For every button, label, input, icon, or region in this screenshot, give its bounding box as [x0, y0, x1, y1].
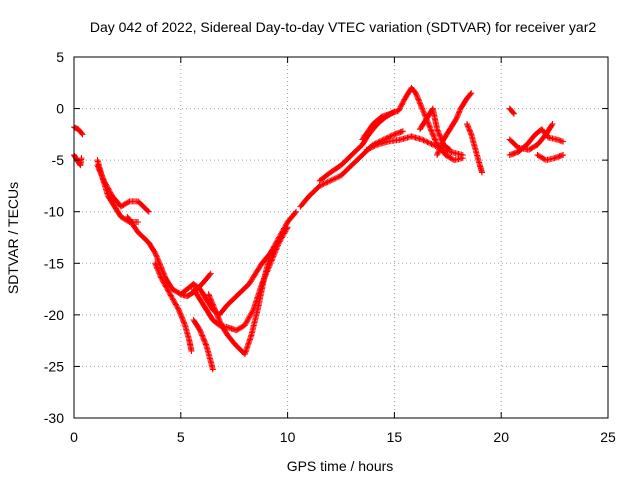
data-point-markers [506, 105, 517, 117]
x-tick-label: 0 [70, 429, 78, 445]
plot-frame [73, 56, 609, 419]
y-axis-title: SDTVAR / TECUs [5, 182, 21, 294]
data-series [506, 105, 517, 117]
data-series [152, 260, 195, 354]
x-axis-title: GPS time / hours [287, 458, 394, 474]
data-series [363, 133, 466, 158]
data-point-markers [94, 162, 152, 215]
data-series [506, 126, 567, 158]
x-tick-label: 15 [387, 429, 403, 445]
data-point-markers [534, 152, 567, 164]
data-point-markers [152, 260, 195, 354]
x-tick-label: 20 [493, 429, 509, 445]
data-point-markers [205, 208, 300, 358]
data-point-markers [464, 121, 485, 176]
data-point-markers [506, 126, 567, 158]
y-tick-label: -30 [44, 410, 64, 426]
data-series [205, 208, 300, 358]
data-point-markers [316, 108, 398, 184]
data-series [94, 162, 152, 215]
data-series [434, 90, 475, 158]
tick-layer: 0 5 10 15 20 25 -30 -25 -20 -15 -10 -5 0 5 [44, 49, 616, 445]
chart-title: Day 042 of 2022, Sidereal Day-to-day VTE… [90, 19, 596, 35]
y-tick-label: 0 [56, 101, 64, 117]
data-point-markers [417, 105, 453, 153]
y-tick-label: -20 [44, 307, 64, 323]
x-tick-label: 5 [177, 429, 185, 445]
y-tick-label: -25 [44, 358, 64, 374]
data-layer [71, 84, 567, 373]
data-series [417, 105, 453, 153]
data-point-markers [363, 133, 466, 158]
data-point-markers [124, 213, 214, 300]
x-tick-label: 10 [280, 429, 296, 445]
data-series [534, 152, 567, 164]
data-series [464, 121, 485, 176]
grid-layer [74, 57, 608, 418]
x-tick-label: 25 [600, 429, 616, 445]
data-series [316, 108, 398, 184]
y-tick-label: -10 [44, 204, 64, 220]
y-tick-label: -5 [52, 152, 65, 168]
y-tick-label: -15 [44, 255, 64, 271]
data-series [190, 317, 216, 373]
data-series [124, 213, 214, 300]
data-point-markers [434, 90, 475, 158]
y-tick-label: 5 [56, 49, 64, 65]
data-point-markers [190, 317, 216, 373]
